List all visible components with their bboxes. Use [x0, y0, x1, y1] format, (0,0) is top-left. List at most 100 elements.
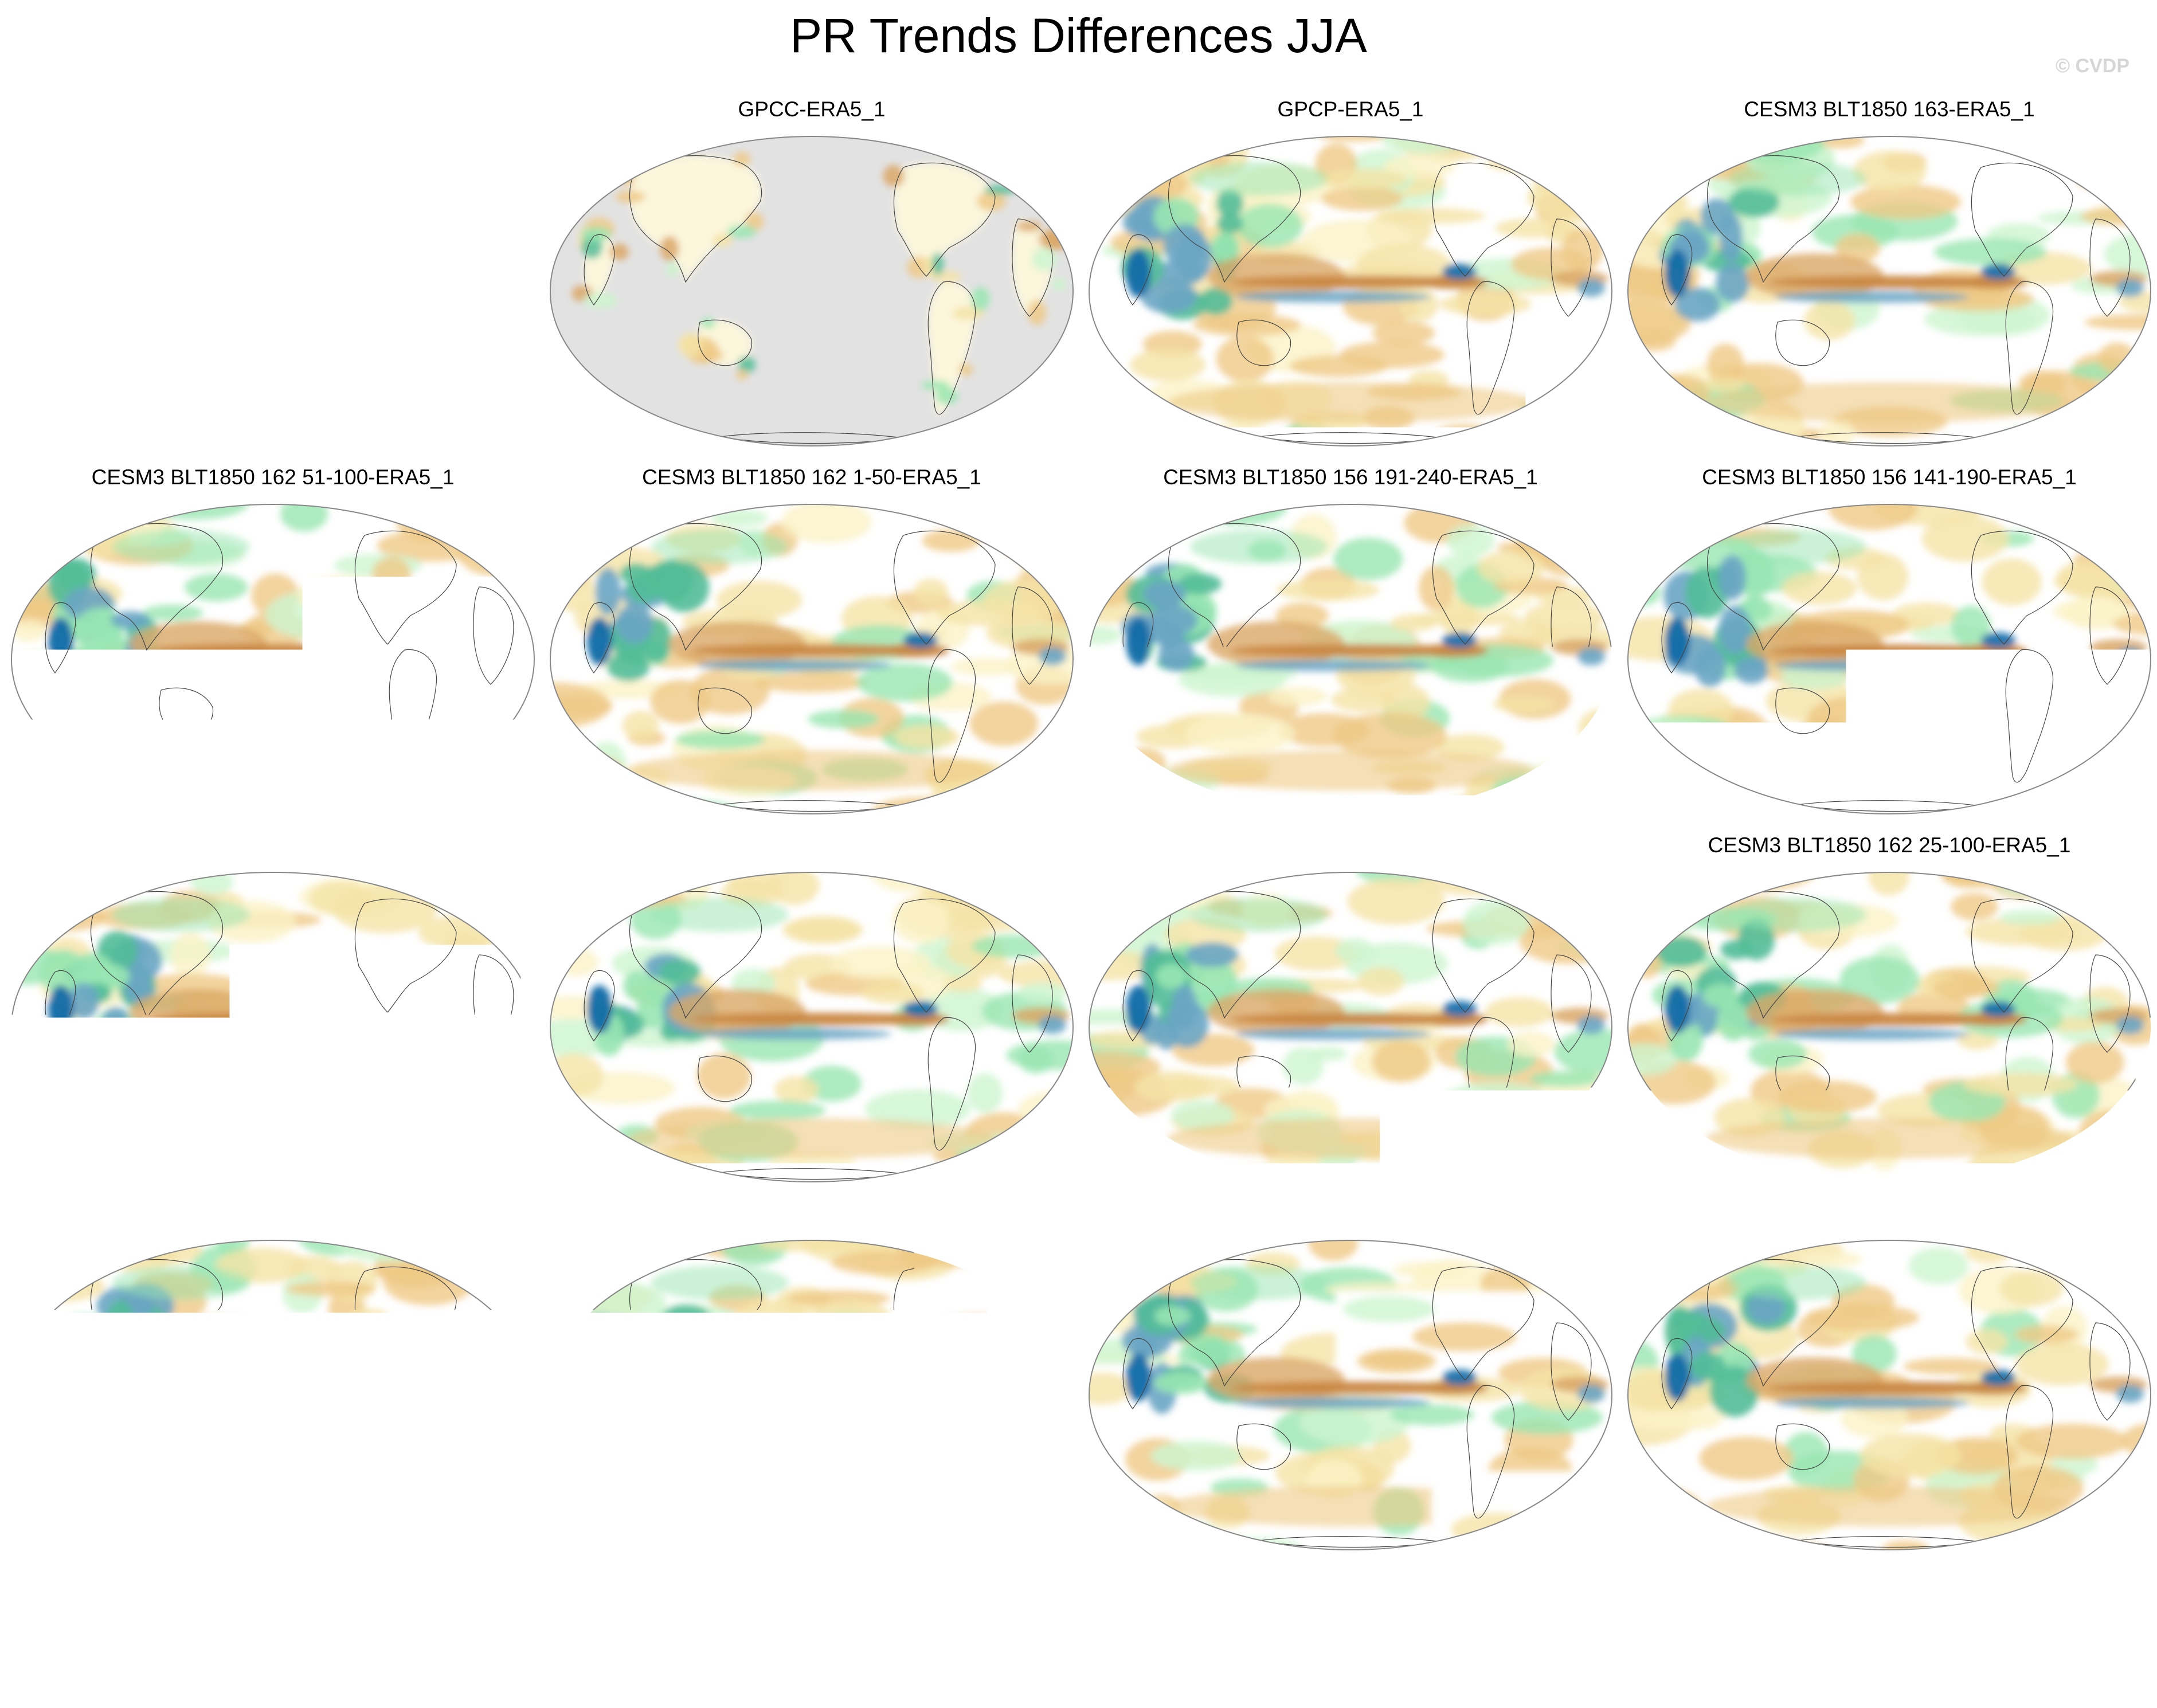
trend-patch	[1051, 771, 1075, 797]
trend-patch	[668, 989, 806, 1035]
map-panel: CESM3 BLT1850 156 80-240-ERA5_1	[9, 1201, 537, 1580]
trend-patch	[1729, 162, 1866, 196]
colorbar-tick-label: -4	[570, 1659, 602, 1700]
trend-patch	[929, 1315, 1024, 1356]
trend-patch	[112, 1266, 250, 1300]
map-panel: CESM2 piControl C-ERA5_1	[548, 1201, 1075, 1580]
trend-patch	[15, 1469, 60, 1485]
trend-patch	[2077, 169, 2121, 190]
trend-patch	[1105, 1509, 1189, 1531]
trend-patch	[1190, 530, 1328, 564]
trend-patch	[581, 227, 611, 241]
trend-patch	[1577, 647, 1605, 665]
colorbar-tick-label: 6	[1668, 1659, 1688, 1700]
trend-patch	[9, 1112, 36, 1146]
trend-patch	[1087, 1526, 1154, 1550]
trend-patch	[1699, 1437, 1793, 1480]
trend-patch	[2079, 1110, 2145, 1151]
trend-patch	[1485, 997, 1553, 1027]
trend-patch	[1908, 1248, 1968, 1284]
trend-patch	[398, 719, 487, 742]
trend-patch	[458, 530, 531, 576]
trend-patch	[1706, 1118, 2073, 1158]
trend-patch	[774, 1076, 819, 1103]
trend-patch	[1115, 523, 1184, 545]
colorbar-tick-label: 1	[1370, 1659, 1389, 1700]
trend-patch	[812, 1299, 892, 1341]
trend-patch	[732, 1299, 810, 1346]
trend-patch	[596, 568, 621, 616]
watermark: © CVDP	[2056, 55, 2129, 77]
colorbar-tick-label: 4	[1568, 1659, 1588, 1700]
trend-patch	[1661, 1515, 1733, 1546]
trend-patch	[2064, 1515, 2133, 1553]
map-panel: CESM3 BLT1850 162 1-50-ERA5_1	[548, 465, 1075, 844]
robinson-map	[1087, 1237, 1614, 1553]
trend-patch	[565, 1154, 622, 1173]
trend-patch	[1336, 653, 1415, 697]
trend-patch	[89, 1486, 456, 1526]
panel-title: CESM2 piControl A-ERA5_1	[1626, 1201, 2153, 1225]
trend-patch	[1626, 501, 1714, 537]
panel-title: CESM3 BLT1850 156 191-240-ERA5_1	[1087, 465, 1614, 489]
trend-patch	[1549, 1159, 1614, 1180]
trend-patch	[1646, 1272, 1740, 1302]
panel-title: CESM3 BLT1850 156 80-240-ERA5_1	[9, 1201, 537, 1225]
robinson-map	[1626, 501, 2153, 817]
colorbar-swatch	[884, 1625, 984, 1658]
trend-patch	[944, 976, 982, 992]
trend-patch	[14, 522, 118, 538]
trend-patch	[2037, 416, 2133, 436]
trend-patch	[9, 1521, 76, 1545]
trend-patch	[1396, 1301, 1431, 1319]
map-panel: CESM3 BLT1850 121 101-150-ERA5_1	[1087, 833, 1614, 1212]
map-panel: CESM3 BLT1850 121 151-200-ERA5_1	[548, 833, 1075, 1212]
trend-patch	[1583, 569, 1614, 586]
trend-patch	[1569, 503, 1614, 524]
trend-patch	[1310, 1047, 1347, 1061]
trend-patch	[1656, 937, 1707, 967]
trend-patch	[1629, 1415, 1721, 1431]
map-panel: GPCP-ERA5_1	[1087, 97, 1614, 476]
trend-patch	[1539, 767, 1614, 799]
trend-field	[1087, 501, 1614, 817]
trend-patch	[1729, 530, 1866, 564]
trend-patch	[34, 1492, 85, 1540]
trend-patch	[911, 1403, 984, 1445]
trend-patch	[1185, 804, 1257, 817]
trend-patch	[1533, 880, 1614, 924]
trend-patch	[1657, 1240, 1731, 1288]
panel-title: CESM3 BLT1850 156 91-140-ERA5_1	[9, 833, 537, 857]
trend-patch	[500, 1016, 527, 1034]
trend-patch	[365, 632, 399, 648]
panel-title: CESM3 BLT1850 162 51-100-ERA5_1	[9, 465, 537, 489]
trend-patch	[697, 660, 892, 671]
trend-patch	[1775, 1029, 1970, 1040]
trend-patch	[1236, 660, 1431, 671]
trend-patch	[1495, 218, 1575, 238]
panel-title: CESM3 BLT1850 121 101-150-ERA5_1	[1087, 833, 1614, 857]
trend-patch	[565, 1159, 628, 1185]
trend-patch	[1711, 1162, 1755, 1176]
trend-patch	[496, 1262, 537, 1279]
trend-patch	[1778, 1081, 1877, 1113]
trend-patch	[2117, 775, 2153, 806]
trend-patch	[500, 1384, 527, 1403]
trend-patch	[1665, 617, 1690, 665]
trend-patch	[1933, 978, 2000, 998]
trend-patch	[1372, 321, 1435, 345]
trend-patch	[2088, 1505, 2153, 1546]
trend-patch	[1553, 797, 1602, 817]
trend-patch	[365, 1369, 399, 1385]
trend-patch	[620, 175, 636, 186]
trend-patch	[1446, 524, 1494, 557]
trend-patch	[601, 1526, 652, 1553]
trend-patch	[373, 557, 411, 590]
trend-patch	[558, 510, 620, 524]
trend-patch	[1626, 1126, 1669, 1170]
trend-patch	[1641, 191, 1688, 212]
trend-patch	[1016, 221, 1042, 232]
trend-patch	[551, 1165, 606, 1185]
trend-patch	[320, 966, 358, 988]
trend-patch	[1138, 869, 1175, 884]
